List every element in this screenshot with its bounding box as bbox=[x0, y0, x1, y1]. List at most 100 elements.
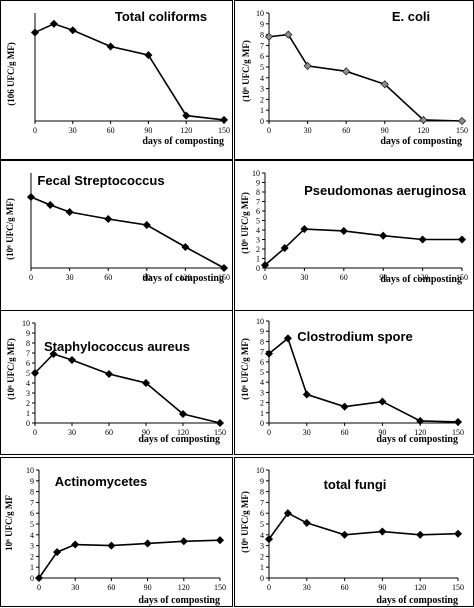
y-tick-label: 7 bbox=[26, 349, 30, 358]
chart-panel-e-coli: 0 1 2 3 4 5 6 7 8 9 10 0 30 60 90 120 150 E. coli days of … bbox=[234, 0, 474, 160]
data-point-marker bbox=[107, 541, 116, 550]
y-tick-label: 9 bbox=[260, 20, 264, 29]
y-tick-label: 8 bbox=[260, 31, 264, 40]
y-tick-label: 8 bbox=[256, 188, 260, 197]
data-point-marker bbox=[284, 30, 293, 39]
data-point-marker bbox=[379, 231, 388, 240]
x-tick-label: 60 bbox=[104, 273, 112, 282]
data-point-marker bbox=[453, 529, 463, 538]
x-tick-label: 30 bbox=[300, 273, 308, 282]
x-tick-label: 30 bbox=[303, 428, 311, 437]
x-axis-label: days of composting bbox=[380, 274, 462, 285]
x-tick-label: 30 bbox=[68, 428, 76, 437]
x-tick-label: 60 bbox=[341, 583, 349, 592]
x-axis-label: days of composting bbox=[142, 136, 224, 147]
chart-plot: 0 30 60 90 120 150 Fecal Streptococcus days of … bbox=[5, 173, 230, 284]
x-tick-label: 90 bbox=[378, 428, 386, 437]
series-line bbox=[268, 512, 459, 540]
data-point-marker bbox=[457, 116, 467, 126]
data-point-marker bbox=[339, 226, 348, 235]
data-point-marker bbox=[179, 537, 188, 546]
data-point-marker bbox=[378, 397, 387, 406]
y-tick-label: 3 bbox=[26, 389, 30, 398]
series-line bbox=[30, 196, 225, 269]
x-tick-label: 120 bbox=[417, 273, 429, 282]
data-point-marker bbox=[143, 539, 152, 548]
x-tick-label: 30 bbox=[303, 583, 311, 592]
y-tick-label: 2 bbox=[260, 399, 264, 408]
y-tick-label: 7 bbox=[260, 498, 264, 507]
y-tick-label: 3 bbox=[260, 85, 264, 94]
x-tick-label: 0 bbox=[267, 126, 271, 135]
y-tick-label: 0 bbox=[256, 264, 260, 273]
x-tick-label: 30 bbox=[71, 583, 79, 592]
y-tick-label: 4 bbox=[260, 74, 264, 83]
y-tick-label: 9 bbox=[26, 329, 30, 338]
data-point-marker bbox=[26, 192, 36, 202]
data-point-marker bbox=[419, 115, 428, 124]
data-point-marker bbox=[380, 80, 389, 89]
x-tick-label: 30 bbox=[66, 273, 74, 282]
y-tick-label: 9 bbox=[260, 327, 264, 336]
data-point-marker bbox=[302, 518, 311, 527]
x-tick-label: 60 bbox=[342, 126, 350, 135]
y-tick-label: 1 bbox=[256, 255, 260, 264]
data-point-marker bbox=[67, 355, 77, 365]
chart-title: E. coli bbox=[392, 9, 430, 24]
x-tick-label: 150 bbox=[452, 428, 464, 437]
y-tick-label: 0 bbox=[260, 574, 264, 583]
y-tick-label: 0 bbox=[26, 419, 30, 428]
data-point-marker bbox=[283, 334, 292, 343]
data-point-marker bbox=[340, 530, 349, 539]
x-tick-label: 0 bbox=[37, 583, 41, 592]
y-tick-label: 0 bbox=[30, 574, 34, 583]
chart-panel-total-coliforms: 0 30 60 90 120 150 Total coliforms days of comp… bbox=[0, 0, 233, 160]
data-point-marker bbox=[181, 242, 190, 252]
y-tick-label: 3 bbox=[260, 388, 264, 397]
chart-title: Actinomycetes bbox=[55, 474, 147, 489]
data-point-marker bbox=[53, 548, 62, 557]
chart-title: Total coliforms bbox=[115, 9, 207, 24]
data-point-marker bbox=[141, 378, 151, 388]
data-point-marker bbox=[219, 115, 229, 124]
data-point-marker bbox=[453, 417, 463, 427]
y-tick-label: 4 bbox=[260, 378, 264, 387]
chart-panel-pseudomonas-aeruginosa: 0 1 2 3 4 5 6 7 8 9 10 0 30 60 90 120 150 Pseudomonas aer… bbox=[234, 160, 474, 320]
y-tick-label: 6 bbox=[260, 52, 264, 61]
y-tick-label: 10 bbox=[22, 319, 30, 328]
y-tick-label: 2 bbox=[26, 399, 30, 408]
y-tick-label: 9 bbox=[256, 179, 260, 188]
data-point-marker bbox=[215, 418, 225, 428]
x-axis-label: days of composting bbox=[380, 136, 462, 147]
chart-title: Fecal Streptococcus bbox=[37, 173, 164, 188]
data-point-marker bbox=[106, 42, 115, 51]
chart-plot: 0 30 60 90 120 150 Total coliforms days of comp… bbox=[6, 9, 230, 147]
y-tick-label: 4 bbox=[30, 531, 34, 540]
y-tick-label: 2 bbox=[260, 95, 264, 104]
x-tick-label: 150 bbox=[456, 126, 468, 135]
x-axis-label: days of composting bbox=[376, 434, 458, 445]
data-point-marker bbox=[142, 220, 151, 230]
x-tick-label: 120 bbox=[414, 583, 426, 592]
y-tick-label: 1 bbox=[26, 409, 30, 418]
x-tick-label: 0 bbox=[33, 428, 37, 437]
data-point-marker bbox=[283, 509, 292, 518]
x-tick-label: 150 bbox=[456, 273, 468, 282]
y-tick-label: 8 bbox=[260, 337, 264, 346]
chart-panel-fecal-streptococcus: 0 30 60 90 120 150 Fecal Streptococcus days of … bbox=[0, 160, 233, 320]
series-line bbox=[34, 22, 225, 121]
data-point-marker bbox=[46, 200, 55, 210]
x-tick-label: 120 bbox=[417, 126, 429, 135]
y-tick-label: 3 bbox=[30, 542, 34, 551]
data-point-marker bbox=[71, 540, 80, 549]
y-tick-label: 8 bbox=[30, 488, 34, 497]
data-point-marker bbox=[378, 527, 387, 536]
data-point-marker bbox=[260, 261, 270, 270]
x-tick-label: 90 bbox=[144, 126, 152, 135]
y-axis-label: (10⁶ UFC/g MF) bbox=[5, 198, 15, 260]
x-tick-label: 150 bbox=[218, 126, 230, 135]
series-line bbox=[268, 336, 459, 423]
